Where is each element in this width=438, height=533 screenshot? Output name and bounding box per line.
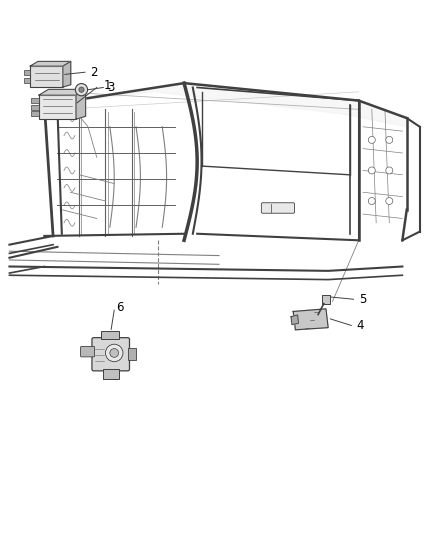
Text: 1: 1 <box>103 79 111 92</box>
FancyBboxPatch shape <box>101 330 120 340</box>
Polygon shape <box>39 90 85 95</box>
Text: 2: 2 <box>90 66 98 79</box>
FancyBboxPatch shape <box>39 95 76 119</box>
Circle shape <box>79 87 84 92</box>
FancyBboxPatch shape <box>103 369 119 379</box>
FancyBboxPatch shape <box>24 70 30 75</box>
Text: 4: 4 <box>357 319 364 332</box>
Circle shape <box>386 198 393 205</box>
Text: 6: 6 <box>117 302 124 314</box>
Text: 5: 5 <box>359 293 366 306</box>
Polygon shape <box>63 61 71 87</box>
FancyBboxPatch shape <box>92 338 130 371</box>
Polygon shape <box>76 90 85 119</box>
Circle shape <box>75 84 88 96</box>
Circle shape <box>368 167 375 174</box>
Text: 3: 3 <box>108 81 115 94</box>
Polygon shape <box>291 315 298 325</box>
FancyBboxPatch shape <box>31 105 39 110</box>
Polygon shape <box>30 61 71 66</box>
Circle shape <box>368 136 375 143</box>
FancyBboxPatch shape <box>30 66 63 87</box>
Circle shape <box>368 198 375 205</box>
Circle shape <box>106 344 123 362</box>
FancyBboxPatch shape <box>31 111 39 116</box>
FancyBboxPatch shape <box>261 203 294 213</box>
FancyBboxPatch shape <box>128 348 136 360</box>
FancyBboxPatch shape <box>31 98 39 102</box>
Polygon shape <box>293 309 328 330</box>
Circle shape <box>110 349 119 357</box>
Polygon shape <box>44 83 407 127</box>
Circle shape <box>386 136 393 143</box>
FancyBboxPatch shape <box>24 78 30 83</box>
Circle shape <box>386 167 393 174</box>
FancyBboxPatch shape <box>81 346 95 357</box>
FancyBboxPatch shape <box>321 295 330 304</box>
